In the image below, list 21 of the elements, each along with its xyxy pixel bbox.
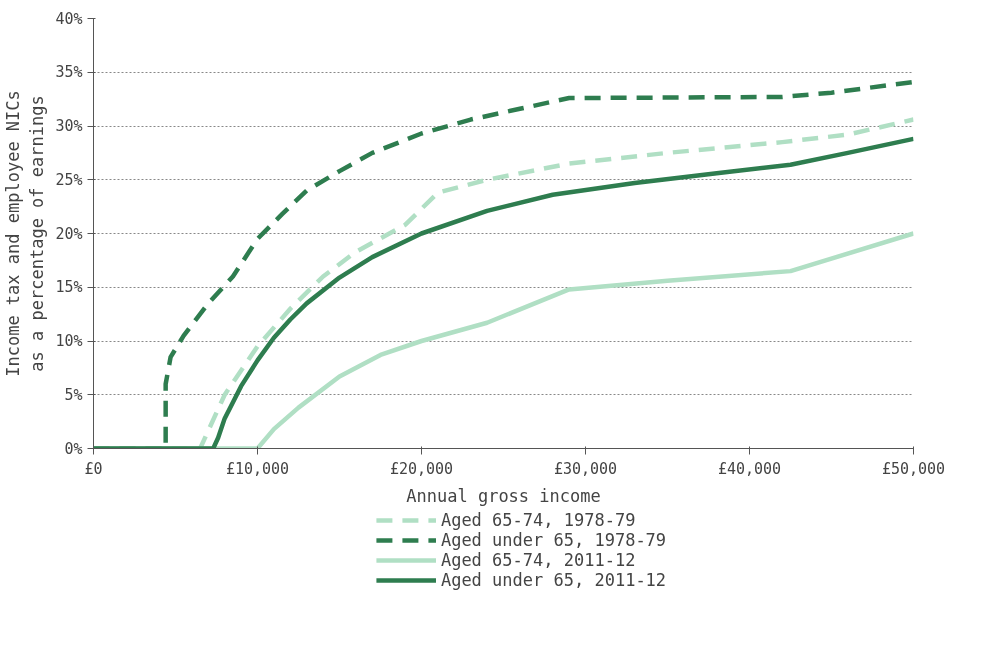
legend-label: Aged under 65, 2011-12 bbox=[440, 570, 667, 590]
x-tick-label: £30,000 bbox=[553, 459, 618, 478]
legend-label: Aged 65-74, 2011-12 bbox=[440, 550, 636, 570]
y-tick-label: 15% bbox=[55, 278, 83, 297]
x-tick-label: £50,000 bbox=[881, 459, 946, 478]
y-tick-label: 0% bbox=[64, 439, 83, 458]
y-tick-label: 30% bbox=[55, 117, 83, 135]
y-tick-label: 20% bbox=[55, 224, 83, 243]
y-tick-label: 25% bbox=[55, 170, 83, 189]
x-tick-label: £0 bbox=[84, 459, 103, 478]
legend-label: Aged 65-74, 1978-79 bbox=[440, 510, 636, 530]
x-tick-label: £10,000 bbox=[225, 459, 290, 478]
x-tick-label: £20,000 bbox=[389, 459, 454, 478]
y-tick-label: 35% bbox=[55, 63, 83, 82]
x-axis-title: Annual gross income bbox=[406, 485, 601, 506]
legend-label: Aged under 65, 1978-79 bbox=[440, 530, 667, 550]
y-axis-title: Income tax and employee NICs as a percentage of earnings bbox=[3, 90, 48, 377]
y-tick-label: 10% bbox=[55, 332, 83, 350]
x-tick-label: £40,000 bbox=[717, 459, 782, 478]
y-tick-label: 5% bbox=[64, 385, 83, 404]
y-tick-label: 40% bbox=[55, 9, 83, 28]
